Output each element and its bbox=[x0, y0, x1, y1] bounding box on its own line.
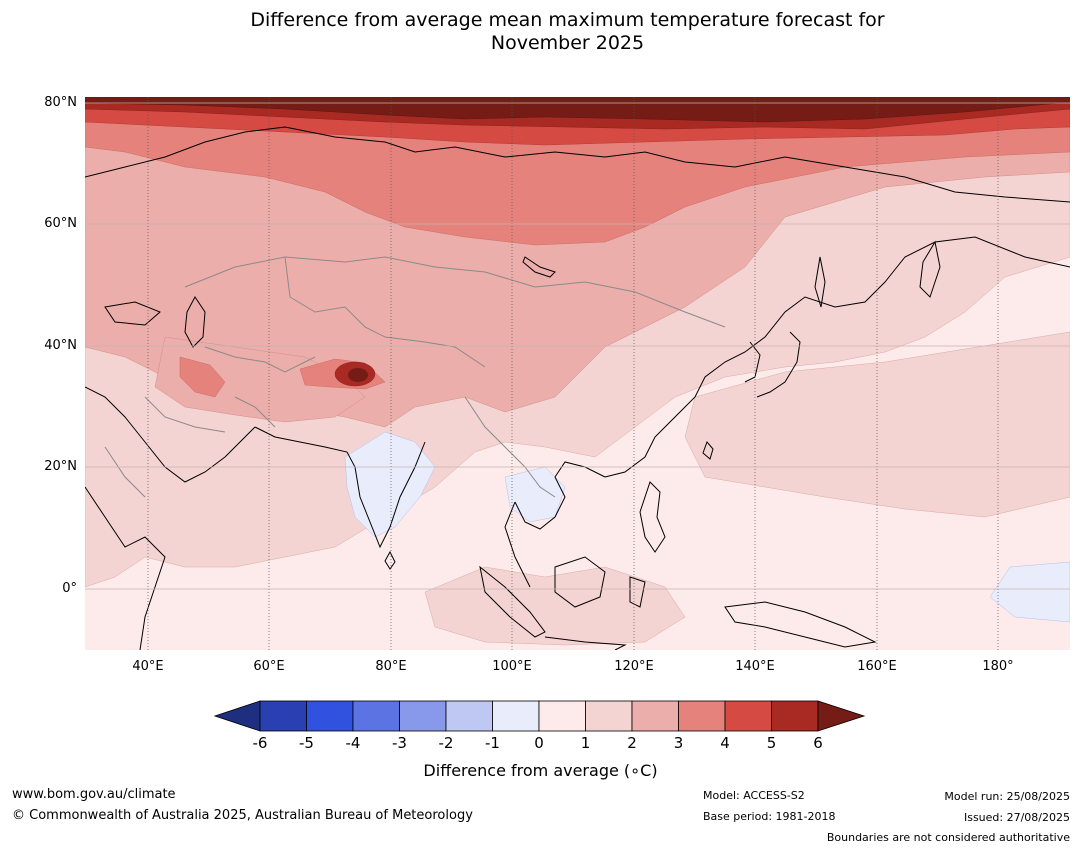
colorbar-segment bbox=[445, 700, 493, 732]
coastlines bbox=[85, 126, 1070, 650]
lat-tick-label: 40°N bbox=[44, 338, 77, 353]
anomaly-region-1-2 bbox=[424, 566, 686, 646]
colorbar-tick-label: 5 bbox=[766, 734, 777, 752]
colorbar-segment bbox=[631, 700, 679, 732]
colorbar bbox=[214, 700, 866, 732]
colorbar-tick-label: 4 bbox=[720, 734, 730, 752]
colorbar-segment bbox=[492, 700, 540, 732]
title-line-1: Difference from average mean maximum tem… bbox=[250, 9, 885, 31]
model-name: Model: ACCESS-S2 bbox=[703, 789, 805, 802]
anomaly-region-neg-1-0 bbox=[344, 431, 436, 538]
issued-date: Issued: 27/08/2025 bbox=[963, 811, 1070, 824]
anomaly-region-2-3 bbox=[154, 336, 366, 423]
model-run-date: Model run: 25/08/2025 bbox=[944, 790, 1070, 803]
colorbar-tick-label: -6 bbox=[252, 734, 268, 752]
lon-tick-label: 60°E bbox=[253, 659, 285, 674]
colorbar-tick-label: -5 bbox=[299, 734, 314, 752]
colorbar-tick-label: 0 bbox=[534, 734, 544, 752]
lon-tick-label: 80°E bbox=[375, 659, 407, 674]
chart-title: Difference from average mean maximum tem… bbox=[0, 9, 1081, 55]
colorbar-segment bbox=[399, 700, 447, 732]
colorbar-tick-label: -3 bbox=[392, 734, 407, 752]
lon-tick-label: 100°E bbox=[492, 659, 532, 674]
colorbar-extend-high bbox=[817, 700, 866, 732]
colorbar-segment bbox=[771, 700, 819, 732]
anomaly-hotspot-tibet-core bbox=[348, 368, 368, 382]
lon-tick-label: 160°E bbox=[857, 659, 897, 674]
colorbar-extend-low bbox=[214, 700, 261, 732]
lon-tick-label: 180° bbox=[982, 659, 1014, 674]
copyright-notice: © Commonwealth of Australia 2025, Austra… bbox=[12, 808, 473, 823]
colorbar-segment bbox=[585, 700, 633, 732]
colorbar-tick-label: 1 bbox=[580, 734, 591, 752]
anomaly-region-neg-1-0 bbox=[989, 561, 1070, 623]
website-link[interactable]: www.bom.gov.au/climate bbox=[12, 787, 176, 802]
colorbar-segment bbox=[306, 700, 354, 732]
colorbar-segment bbox=[259, 700, 307, 732]
lon-tick-label: 40°E bbox=[132, 659, 164, 674]
boundary-disclaimer: Boundaries are not considered authoritat… bbox=[826, 831, 1070, 844]
colorbar-segment bbox=[724, 700, 772, 732]
temperature-anomaly-map bbox=[85, 97, 1070, 650]
country-boundaries bbox=[104, 256, 726, 498]
colorbar-tick-label: -2 bbox=[438, 734, 454, 752]
gridlines bbox=[85, 97, 1070, 650]
colorbar-segment bbox=[352, 700, 400, 732]
base-period: Base period: 1981-2018 bbox=[703, 810, 836, 823]
colorbar-segment bbox=[678, 700, 726, 732]
anomaly-region-3-4 bbox=[179, 356, 226, 398]
lat-tick-label: 20°N bbox=[44, 459, 77, 474]
lat-tick-label: 0° bbox=[62, 581, 77, 596]
colorbar-tick-label: 2 bbox=[627, 734, 637, 752]
colorbar-segment bbox=[538, 700, 586, 732]
colorbar-title: Difference from average (∘C) bbox=[423, 761, 658, 780]
lon-tick-label: 140°E bbox=[735, 659, 775, 674]
colorbar-tick-label: 3 bbox=[673, 734, 684, 752]
colorbar-tick-label: 6 bbox=[813, 734, 823, 752]
lon-tick-label: 120°E bbox=[614, 659, 654, 674]
title-line-2: November 2025 bbox=[490, 32, 645, 54]
lat-tick-label: 80°N bbox=[44, 95, 77, 110]
lat-tick-label: 60°N bbox=[44, 216, 77, 231]
anomaly-region-1-2 bbox=[684, 331, 1070, 518]
colorbar-tick-label: -1 bbox=[485, 734, 500, 752]
anomaly-contours bbox=[85, 97, 1070, 646]
colorbar-tick-label: -4 bbox=[345, 734, 361, 752]
